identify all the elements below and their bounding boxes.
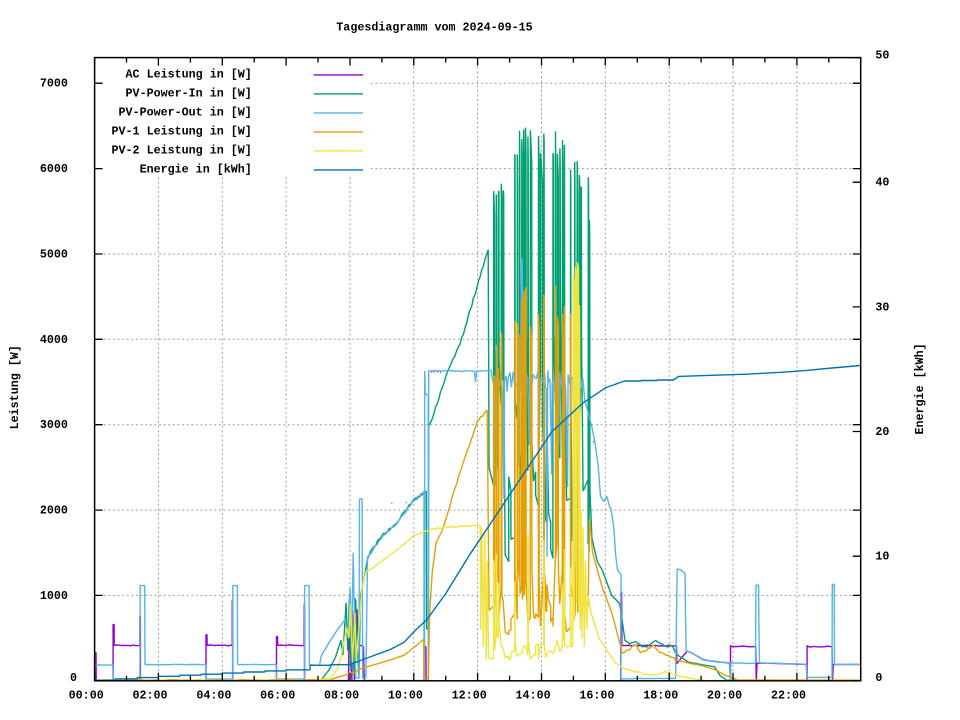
svg-text:18:00: 18:00 bbox=[643, 688, 678, 702]
svg-text:Leistung [W]: Leistung [W] bbox=[8, 345, 22, 429]
svg-text:06:00: 06:00 bbox=[260, 688, 295, 702]
svg-text:12:00: 12:00 bbox=[452, 688, 487, 702]
svg-text:PV-Power-In in [W]: PV-Power-In in [W] bbox=[126, 87, 252, 101]
svg-text:10: 10 bbox=[875, 550, 889, 564]
svg-text:14:00: 14:00 bbox=[516, 688, 551, 702]
svg-text:04:00: 04:00 bbox=[196, 688, 231, 702]
svg-text:0: 0 bbox=[70, 671, 77, 685]
svg-text:2000: 2000 bbox=[40, 504, 68, 518]
svg-text:08:00: 08:00 bbox=[324, 688, 359, 702]
svg-text:16:00: 16:00 bbox=[579, 688, 614, 702]
svg-text:PV-2 Leistung in [W]: PV-2 Leistung in [W] bbox=[112, 144, 252, 158]
svg-text:PV-Power-Out in [W]: PV-Power-Out in [W] bbox=[119, 106, 252, 120]
svg-text:Tagesdiagramm vom 2024-09-15: Tagesdiagramm vom 2024-09-15 bbox=[336, 21, 532, 35]
svg-text:AC Leistung in [W]: AC Leistung in [W] bbox=[126, 68, 252, 82]
svg-text:Energie in [kWh]: Energie in [kWh] bbox=[140, 163, 252, 177]
svg-text:20:00: 20:00 bbox=[707, 688, 742, 702]
svg-text:Energie [kWh]: Energie [kWh] bbox=[913, 343, 927, 434]
svg-text:20: 20 bbox=[875, 425, 889, 439]
svg-text:10:00: 10:00 bbox=[388, 688, 423, 702]
svg-text:22:00: 22:00 bbox=[771, 688, 806, 702]
svg-text:7000: 7000 bbox=[40, 77, 68, 91]
svg-text:02:00: 02:00 bbox=[132, 688, 167, 702]
svg-text:00:00: 00:00 bbox=[69, 688, 104, 702]
svg-text:50: 50 bbox=[875, 49, 889, 63]
svg-text:40: 40 bbox=[875, 176, 889, 190]
svg-text:4000: 4000 bbox=[40, 333, 68, 347]
svg-text:PV-1 Leistung in [W]: PV-1 Leistung in [W] bbox=[112, 125, 252, 139]
svg-text:30: 30 bbox=[875, 300, 889, 314]
svg-text:6000: 6000 bbox=[40, 162, 68, 176]
svg-text:5000: 5000 bbox=[40, 248, 68, 262]
svg-text:1000: 1000 bbox=[40, 589, 68, 603]
svg-text:0: 0 bbox=[875, 671, 882, 685]
svg-text:3000: 3000 bbox=[40, 418, 68, 432]
